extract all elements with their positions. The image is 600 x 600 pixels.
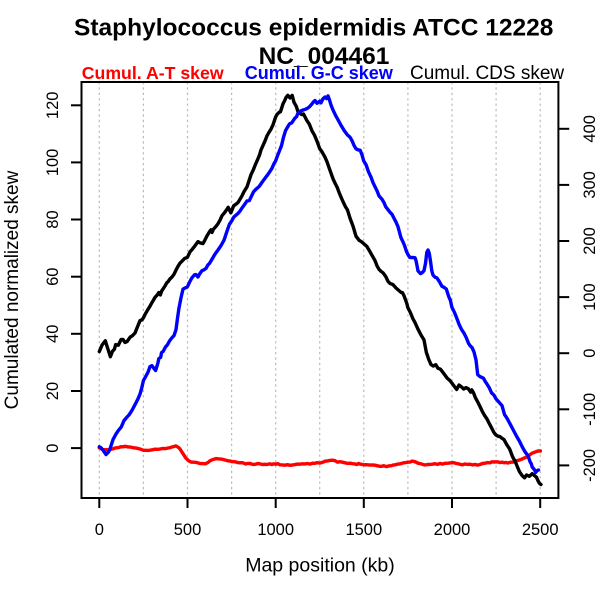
svg-text:Map position (kb): Map position (kb) [245,555,395,577]
svg-text:500: 500 [174,521,202,539]
svg-text:200: 200 [581,227,599,255]
svg-text:0: 0 [95,521,104,539]
svg-text:2000: 2000 [434,521,471,539]
svg-text:60: 60 [44,268,62,286]
svg-text:100: 100 [44,149,62,177]
svg-text:400: 400 [581,115,599,143]
svg-text:Cumul. G-C skew: Cumul. G-C skew [245,63,394,83]
svg-text:1500: 1500 [345,521,382,539]
svg-text:Staphylococcus epidermidis ATC: Staphylococcus epidermidis ATCC 12228 [74,15,553,42]
svg-text:80: 80 [44,210,62,228]
svg-text:-200: -200 [581,449,599,482]
svg-text:1000: 1000 [257,521,294,539]
svg-text:100: 100 [581,283,599,311]
svg-text:40: 40 [44,325,62,343]
svg-text:0: 0 [581,349,599,358]
svg-text:-100: -100 [581,393,599,426]
svg-text:300: 300 [581,171,599,199]
svg-text:2500: 2500 [522,521,559,539]
svg-text:0: 0 [44,444,62,453]
svg-text:20: 20 [44,382,62,400]
svg-text:NC_004461: NC_004461 [259,43,390,70]
svg-text:Cumulated normalized skew: Cumulated normalized skew [2,170,23,409]
svg-text:Cumul. CDS skew: Cumul. CDS skew [410,63,564,84]
svg-text:120: 120 [44,92,62,120]
svg-text:Cumul. A-T skew: Cumul. A-T skew [82,63,224,83]
